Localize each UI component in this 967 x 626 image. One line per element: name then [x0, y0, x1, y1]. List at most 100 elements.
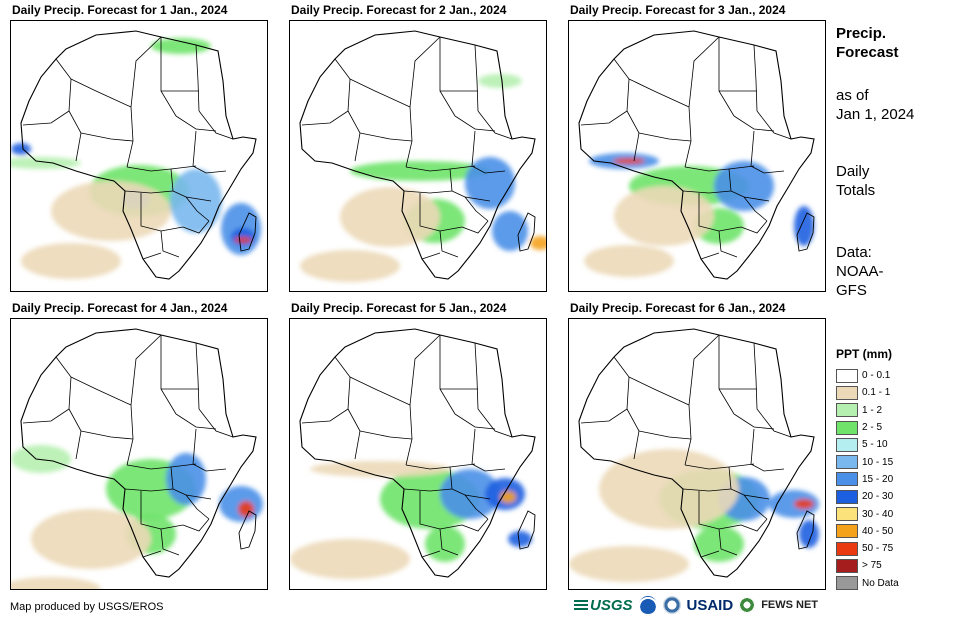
country-border: [301, 58, 351, 126]
precip-region: [11, 157, 81, 169]
legend-swatch: [836, 541, 858, 556]
country-border: [698, 491, 742, 530]
country-border: [728, 168, 770, 202]
country-border: [698, 193, 742, 232]
country-border: [718, 230, 738, 258]
precip-region: [51, 181, 171, 241]
legend-swatch: [836, 576, 858, 591]
country-border: [349, 78, 411, 108]
legend-swatch: [836, 437, 858, 452]
forecast-panel-3: Daily Precip. Forecast for 3 Jan., 2024: [568, 3, 826, 293]
data-line3: GFS: [836, 282, 867, 299]
country-border: [753, 342, 758, 410]
country-border: [419, 491, 463, 530]
country-border: [740, 220, 768, 234]
country-border: [405, 404, 413, 466]
legend-swatch: [836, 472, 858, 487]
legend-swatch: [836, 455, 858, 470]
forecast-panel-2: Daily Precip. Forecast for 2 Jan., 2024: [289, 3, 547, 293]
country-border: [403, 190, 453, 194]
country-border: [477, 110, 513, 140]
legend-swatch: [836, 558, 858, 573]
legend-swatch: [836, 489, 858, 504]
forecast-panel-1: Daily Precip. Forecast for 1 Jan., 2024: [10, 3, 268, 293]
fews-net-logo: FEWS NET: [761, 599, 818, 611]
legend-item: 10 - 15: [836, 453, 899, 470]
legend-item: 20 - 30: [836, 488, 899, 505]
country-border: [718, 335, 735, 415]
precip-region: [714, 161, 774, 211]
legend-label: 2 - 5: [862, 422, 883, 434]
country-border: [580, 356, 630, 424]
precip-region: [238, 501, 254, 517]
country-border: [140, 193, 184, 232]
legend-swatch: [836, 368, 858, 383]
legend-item: 50 - 75: [836, 540, 899, 557]
legend-item: 40 - 50: [836, 523, 899, 540]
legend-item: 2 - 5: [836, 419, 899, 436]
legend-label: 10 - 15: [862, 456, 894, 468]
country-border: [130, 334, 162, 406]
usaid-logo-text: USAID: [686, 596, 734, 614]
country-border: [474, 342, 479, 410]
precip-map: [289, 20, 547, 292]
country-border: [160, 230, 180, 258]
legend-item: No Data: [836, 575, 899, 592]
country-border: [126, 106, 134, 168]
country-border: [405, 106, 413, 168]
legend-rows: 0 - 0.1 0.1 - 1 1 - 2 2 - 5 5 - 10 10 - 15 15 …: [836, 367, 899, 592]
usgs-wave-icon: [574, 600, 588, 610]
panel-title: Daily Precip. Forecast for 5 Jan., 2024: [291, 301, 507, 315]
precip-region: [31, 509, 151, 569]
precip-region: [440, 469, 500, 519]
country-border: [124, 488, 174, 492]
precip-region: [151, 38, 211, 54]
madagascar-outline: [796, 212, 815, 252]
country-border: [403, 488, 453, 492]
country-border: [684, 463, 755, 470]
country-border: [421, 252, 441, 260]
legend-label: No Data: [862, 577, 899, 589]
precip-field: [569, 449, 819, 582]
africa-precip-map: [569, 328, 819, 582]
precip-field: [300, 74, 546, 282]
asof-date: Jan 1, 2024: [836, 106, 915, 123]
country-border: [192, 428, 227, 472]
legend-item: 1 - 2: [836, 402, 899, 419]
forecast-panel-4: Daily Precip. Forecast for 4 Jan., 2024: [10, 301, 268, 591]
country-border: [140, 491, 184, 530]
country-border: [409, 334, 441, 406]
precip-region: [478, 74, 522, 88]
country-border: [449, 466, 491, 500]
legend-label: 15 - 20: [862, 473, 894, 485]
country-border: [439, 37, 456, 117]
country-border: [449, 168, 491, 202]
country-border: [626, 408, 640, 460]
totals-line2: Totals: [836, 182, 876, 199]
country-border: [439, 230, 459, 258]
country-border: [185, 494, 210, 520]
country-border: [740, 518, 768, 532]
legend-swatch: [836, 403, 858, 418]
country-border: [756, 408, 792, 438]
country-border: [688, 36, 720, 108]
usaid-logo: USAID: [687, 597, 734, 614]
precip-region: [794, 206, 814, 246]
country-border: [580, 58, 630, 126]
precip-region: [614, 186, 714, 246]
country-border: [70, 78, 132, 108]
sidebar-title: Precip. Forecast: [836, 24, 899, 62]
country-border: [682, 190, 732, 194]
sidebar-title-line1: Precip.: [836, 25, 887, 42]
country-border: [70, 376, 132, 406]
country-border: [126, 463, 197, 470]
coastline: [20, 30, 257, 280]
country-border: [471, 130, 506, 174]
country-border: [439, 335, 456, 415]
data-line2: NOAA-: [836, 263, 884, 280]
precip-map: [289, 318, 547, 590]
country-border: [192, 130, 227, 174]
country-border: [454, 115, 496, 132]
country-border: [68, 408, 82, 460]
coastline: [299, 328, 536, 578]
